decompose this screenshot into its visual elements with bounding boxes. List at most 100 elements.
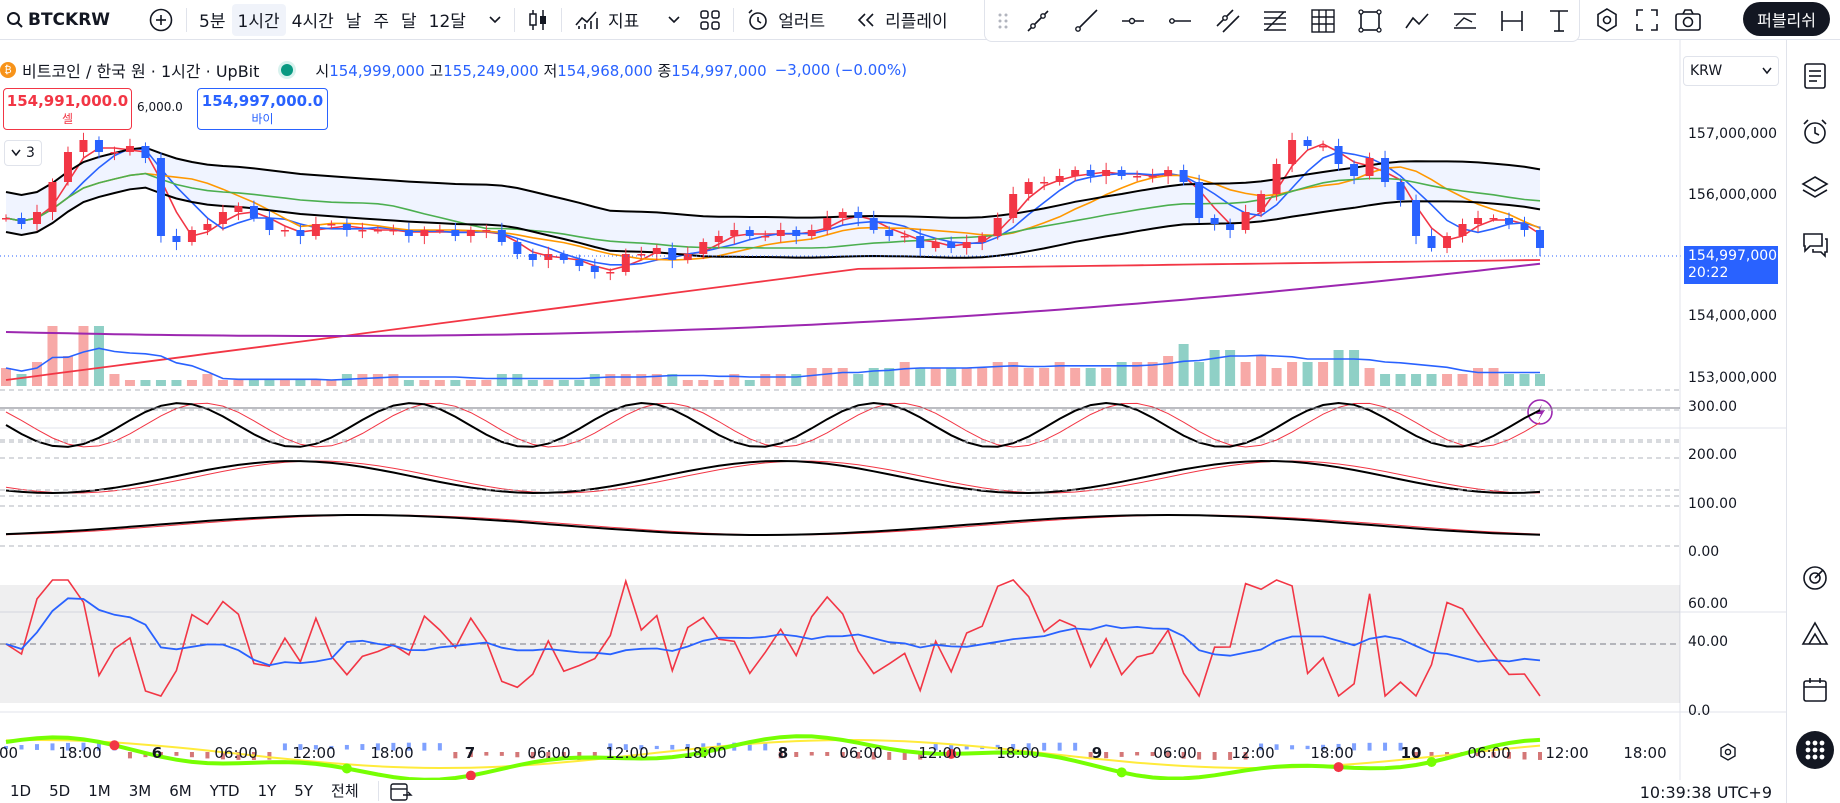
- volume-bar: [915, 368, 926, 386]
- settings-icon[interactable]: [1594, 7, 1620, 33]
- camera-icon[interactable]: [1674, 7, 1702, 33]
- wave-cross-dot: [1333, 762, 1344, 773]
- layouts-button[interactable]: [693, 4, 727, 36]
- interval-4h[interactable]: 4시간: [291, 12, 334, 32]
- alerts-clock-icon[interactable]: [1801, 118, 1829, 146]
- indicators-collapse-button[interactable]: 3: [4, 140, 42, 166]
- forecast-tool[interactable]: [1445, 5, 1484, 37]
- range-5d[interactable]: 5D: [49, 781, 71, 800]
- sell-button[interactable]: 154,991,000.0 셀: [3, 88, 132, 130]
- rsi-pane: [5, 578, 1541, 698]
- currency-select[interactable]: KRW: [1683, 56, 1779, 86]
- indicators-button[interactable]: 지표: [568, 4, 645, 36]
- range-ytd[interactable]: YTD: [209, 781, 240, 800]
- time-axis-label: :00: [0, 744, 19, 762]
- zigzag-icon: [1405, 12, 1429, 28]
- horizontal-ray-tool[interactable]: [1113, 5, 1152, 37]
- timezone-settings-icon[interactable]: [1719, 743, 1737, 761]
- wave-histogram-bar: [158, 752, 163, 756]
- range-5y[interactable]: 5Y: [294, 781, 314, 800]
- interval-1h[interactable]: 1시간: [231, 3, 286, 36]
- ray-tool[interactable]: [1066, 5, 1105, 37]
- calendar-icon[interactable]: [1801, 676, 1829, 704]
- compare-button[interactable]: [142, 4, 180, 36]
- range-1m[interactable]: 1M: [88, 781, 111, 800]
- range-6m[interactable]: 6M: [169, 781, 192, 800]
- horizontal-line-tool[interactable]: [1161, 5, 1200, 37]
- candle-body: [451, 230, 460, 236]
- wave-histogram-bar: [19, 745, 24, 750]
- range-3m[interactable]: 3M: [128, 781, 152, 800]
- candle-body: [280, 230, 289, 232]
- range-all[interactable]: 전체: [331, 782, 359, 800]
- tent-icon[interactable]: [1801, 620, 1829, 648]
- volume-bar: [1380, 374, 1391, 386]
- volume-bar: [295, 380, 306, 386]
- path-tool[interactable]: [1398, 5, 1437, 37]
- last-price-tag: 154,997,000 20:22: [1684, 246, 1778, 284]
- range-tool[interactable]: [1492, 5, 1531, 37]
- text-tool[interactable]: [1540, 5, 1579, 37]
- interval-dropdown[interactable]: [482, 4, 508, 36]
- symbol-search[interactable]: BTCKRW: [0, 4, 116, 36]
- candle-body: [962, 242, 971, 248]
- clock-display[interactable]: 10:39:38 UTC+9: [1639, 783, 1772, 802]
- range-1y[interactable]: 1Y: [257, 781, 277, 800]
- wave-histogram-bar: [81, 742, 86, 751]
- indicators-dropdown[interactable]: [661, 4, 687, 36]
- target-icon[interactable]: [1801, 564, 1829, 592]
- watchlist-icon[interactable]: [1801, 62, 1829, 90]
- interval-12month[interactable]: 12달: [428, 12, 466, 32]
- go-to-date-icon[interactable]: [389, 780, 413, 802]
- wave-histogram-bar: [933, 743, 938, 751]
- apps-grid-icon[interactable]: [1795, 730, 1835, 770]
- range-1d[interactable]: 1D: [10, 781, 32, 800]
- interval-5m[interactable]: 5분: [199, 12, 226, 32]
- wave-histogram-bar: [918, 752, 923, 760]
- interval-month[interactable]: 달: [401, 12, 417, 32]
- candle-body: [838, 212, 847, 218]
- publish-button[interactable]: 퍼블리쉬: [1743, 2, 1830, 36]
- candle-body: [1334, 146, 1343, 164]
- candle-body: [1412, 200, 1421, 236]
- wave-histogram-bar: [778, 752, 783, 759]
- fullscreen-icon[interactable]: [1634, 7, 1660, 33]
- rectangle-tool[interactable]: [1350, 5, 1389, 37]
- grid-tool[interactable]: [1303, 5, 1342, 37]
- sell-price: 154,991,000.0: [6, 92, 129, 110]
- volume-bar: [31, 362, 42, 386]
- wave-cross-dot: [946, 748, 957, 759]
- chart-canvas[interactable]: [0, 40, 1786, 780]
- volume-bar: [667, 374, 678, 386]
- volume-bar: [1240, 362, 1251, 386]
- fib-retracement-tool[interactable]: [1256, 5, 1295, 37]
- volume-bar: [1070, 368, 1081, 386]
- wave-cross-dot: [1426, 756, 1437, 767]
- candle-body: [296, 230, 305, 236]
- wave-histogram-bar: [1538, 752, 1542, 760]
- candle-body: [311, 224, 320, 236]
- buy-button[interactable]: 154,997,000.0 바이: [197, 88, 328, 130]
- interval-week[interactable]: 주: [373, 12, 390, 32]
- trend-line-tool[interactable]: [1019, 5, 1058, 37]
- volume-bar: [961, 368, 972, 386]
- chat-icon[interactable]: [1801, 230, 1829, 258]
- interval-day[interactable]: 날: [345, 12, 362, 32]
- candle-body: [466, 230, 475, 236]
- osc-signal: [5, 514, 1541, 536]
- parallel-channel-tool[interactable]: [1208, 5, 1247, 37]
- candle-body: [125, 146, 134, 152]
- candle-body: [993, 218, 1002, 236]
- replay-button[interactable]: 리플레이: [849, 4, 954, 36]
- volume-bar: [450, 380, 461, 386]
- time-axis-label: 10: [1400, 744, 1422, 762]
- layers-icon[interactable]: [1801, 174, 1829, 202]
- alert-button[interactable]: 얼러트: [740, 4, 831, 36]
- volume-bar: [1178, 344, 1189, 386]
- chart-type-button[interactable]: [521, 4, 555, 36]
- wave-histogram-bar: [1507, 752, 1512, 759]
- drag-handle[interactable]: [995, 5, 1011, 37]
- symbol-title[interactable]: 비트코인 / 한국 원 · 1시간 · UpBit: [22, 62, 260, 81]
- candle-body: [1040, 182, 1049, 184]
- wave-histogram-bar: [1336, 743, 1341, 751]
